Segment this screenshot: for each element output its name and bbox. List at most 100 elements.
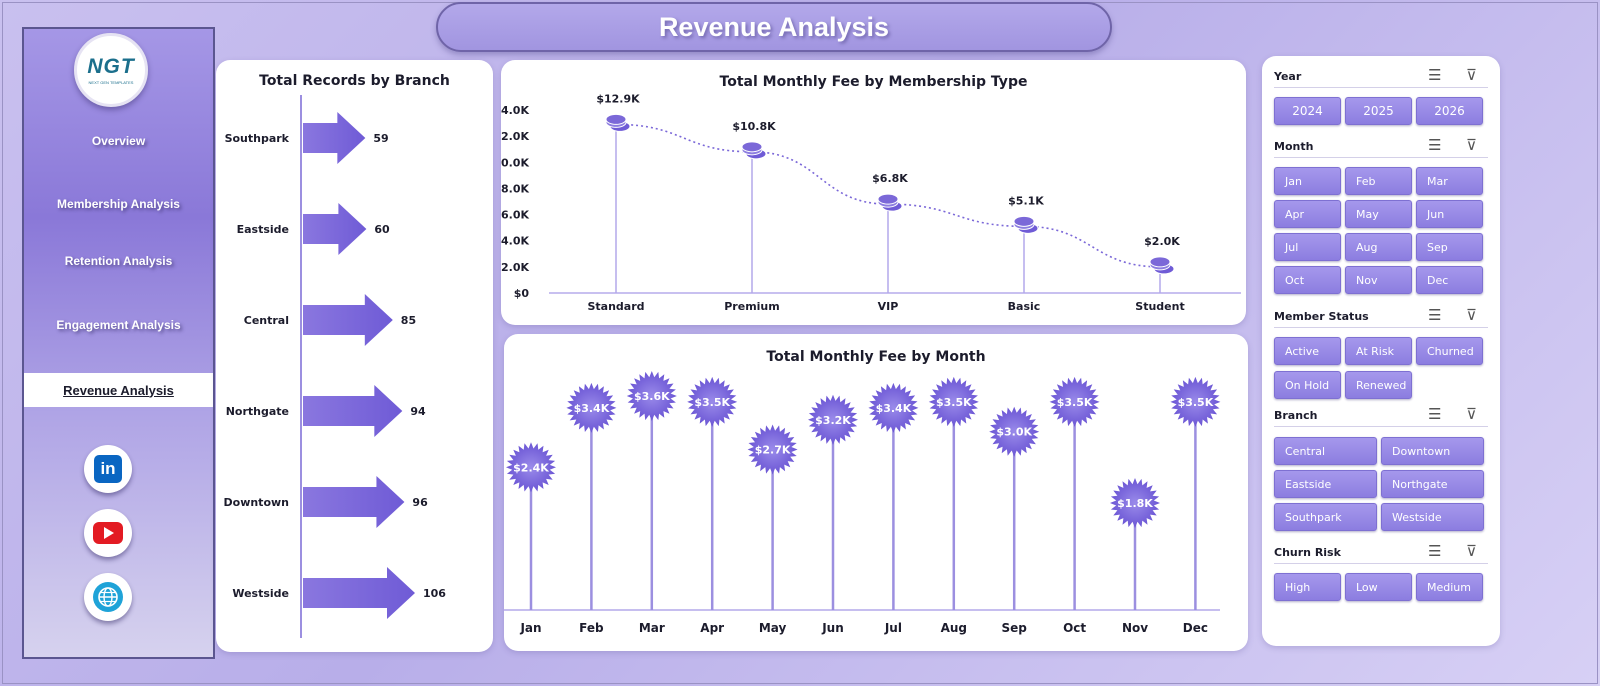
branch-value-label: 60	[374, 223, 390, 236]
membership-point	[1149, 256, 1175, 275]
sidebar-item-membership-analysis[interactable]: Membership Analysis	[57, 197, 180, 211]
status-option[interactable]: On Hold	[1274, 371, 1341, 399]
month-option[interactable]: Jul	[1274, 233, 1341, 261]
month-x-label: Mar	[639, 621, 665, 635]
month-option[interactable]: Apr	[1274, 200, 1341, 228]
month-chart: $2.4K Jan $3.4K Feb $3.6K Mar $3.5K Apr $2.7K May…	[504, 371, 1221, 635]
membership-chart: $0 $2.0K $4.0K $6.0K $8.0K $10.0K $12.0K $14.0K…	[501, 92, 1241, 313]
month-option[interactable]: Jan	[1274, 167, 1341, 195]
churn-slicer-title: Churn Risk	[1274, 546, 1341, 559]
branch-chart-title: Total Records by Branch	[259, 73, 450, 89]
clear-filter-icon[interactable]: ⊽	[1466, 406, 1477, 423]
month-x-label: Jul	[884, 621, 902, 635]
monthly-fee-card: Total Monthly Fee by Month $2.4K Jan $3.4K…	[504, 334, 1248, 651]
month-burst-marker	[989, 406, 1040, 457]
clear-filter-icon[interactable]: ⊽	[1466, 137, 1477, 154]
multi-select-icon[interactable]: ☰	[1428, 406, 1442, 423]
branch-bar	[303, 476, 405, 528]
branch-bar	[303, 112, 366, 164]
branch-label: Eastside	[237, 223, 289, 236]
branch-option[interactable]: Eastside	[1274, 470, 1377, 498]
month-option[interactable]: Sep	[1416, 233, 1483, 261]
sidebar-item-overview[interactable]: Overview	[91, 134, 146, 148]
churn-option[interactable]: High	[1274, 573, 1341, 601]
branch-option[interactable]: Westside	[1381, 503, 1484, 531]
linkedin-button[interactable]: in	[84, 445, 132, 493]
clear-filter-icon[interactable]: ⊽	[1466, 307, 1477, 324]
membership-y-tick-label: $4.0K	[501, 235, 529, 248]
month-option[interactable]: Aug	[1345, 233, 1412, 261]
month-x-label: Oct	[1063, 621, 1086, 635]
year-slicer-header: Year ☰ ⊽	[1274, 66, 1488, 88]
membership-y-tick-label: $12.0K	[501, 130, 529, 143]
churn-slicer-header: Churn Risk ☰ ⊽	[1274, 542, 1488, 564]
month-x-label: Jun	[821, 621, 844, 635]
status-option[interactable]: At Risk	[1345, 337, 1412, 365]
year-option[interactable]: 2025	[1345, 97, 1412, 125]
branch-label: Southpark	[225, 132, 290, 145]
status-option[interactable]: Active	[1274, 337, 1341, 365]
multi-select-icon[interactable]: ☰	[1428, 137, 1442, 154]
membership-point	[877, 193, 903, 212]
branch-option[interactable]: Downtown	[1381, 437, 1484, 465]
clear-filter-icon[interactable]: ⊽	[1466, 543, 1477, 560]
month-burst-marker	[1170, 376, 1221, 427]
branch-value-label: 85	[401, 314, 416, 327]
branch-label: Central	[244, 314, 289, 327]
sidebar-item-retention-analysis[interactable]: Retention Analysis	[64, 254, 173, 268]
month-burst-marker	[687, 376, 738, 427]
month-option[interactable]: Jun	[1416, 200, 1483, 228]
branch-value-label: 96	[412, 496, 428, 509]
month-option[interactable]: Feb	[1345, 167, 1412, 195]
sidebar-item-engagement-analysis[interactable]: Engagement Analysis	[56, 318, 181, 332]
month-x-label: Sep	[1002, 621, 1028, 635]
branch-option[interactable]: Southpark	[1274, 503, 1377, 531]
status-slicer-title: Member Status	[1274, 310, 1369, 323]
multi-select-icon[interactable]: ☰	[1428, 307, 1442, 324]
membership-y-tick-label: $2.0K	[501, 261, 529, 274]
month-burst-marker	[868, 382, 919, 433]
month-value-label: $3.4K	[876, 402, 912, 415]
month-value-label: $3.5K	[1057, 396, 1093, 409]
churn-option[interactable]: Medium	[1416, 573, 1483, 601]
month-value-label: $3.4K	[574, 402, 610, 415]
month-value-label: $3.2K	[815, 414, 851, 427]
branch-label: Westside	[232, 587, 289, 600]
month-burst-marker	[747, 424, 798, 475]
branch-chart: Southpark 59 Eastside 60 Central 85 Northgate 9…	[224, 95, 446, 638]
month-value-label: $2.4K	[513, 461, 549, 474]
month-option[interactable]: Oct	[1274, 266, 1341, 294]
status-option[interactable]: Churned	[1416, 337, 1483, 365]
sidebar-item-revenue-analysis[interactable]: Revenue Analysis	[24, 373, 213, 407]
multi-select-icon[interactable]: ☰	[1428, 67, 1442, 84]
branch-slicer-header: Branch ☰ ⊽	[1274, 405, 1488, 427]
month-value-label: $2.7K	[755, 444, 791, 457]
membership-y-tick-label: $8.0K	[501, 182, 529, 195]
month-option[interactable]: Nov	[1345, 266, 1412, 294]
branch-option[interactable]: Central	[1274, 437, 1377, 465]
membership-point	[1013, 215, 1039, 234]
churn-option[interactable]: Low	[1345, 573, 1412, 601]
membership-x-label: Student	[1135, 300, 1184, 313]
month-option[interactable]: Dec	[1416, 266, 1483, 294]
month-burst-marker	[506, 442, 556, 493]
month-x-label: May	[759, 621, 787, 635]
membership-value-label: $2.0K	[1144, 235, 1180, 248]
membership-fee-card: Total Monthly Fee by Membership Type $0$…	[501, 60, 1246, 325]
slicer-panel: Year ☰ ⊽ 2024 2025 2026 Month ☰ ⊽ Jan Feb…	[1262, 56, 1500, 646]
branch-option[interactable]: Northgate	[1381, 470, 1484, 498]
month-option[interactable]: Mar	[1416, 167, 1483, 195]
globe-icon	[93, 582, 123, 612]
month-slicer-header: Month ☰ ⊽	[1274, 136, 1488, 158]
youtube-button[interactable]	[84, 509, 132, 557]
month-value-label: $3.5K	[1178, 396, 1214, 409]
membership-y-tick-label: $10.0K	[501, 156, 529, 169]
clear-filter-icon[interactable]: ⊽	[1466, 67, 1477, 84]
year-option[interactable]: 2024	[1274, 97, 1341, 125]
year-option[interactable]: 2026	[1416, 97, 1483, 125]
month-option[interactable]: May	[1345, 200, 1412, 228]
website-button[interactable]	[84, 573, 132, 621]
status-option[interactable]: Renewed	[1345, 371, 1412, 399]
branch-slicer-title: Branch	[1274, 409, 1318, 422]
multi-select-icon[interactable]: ☰	[1428, 543, 1442, 560]
